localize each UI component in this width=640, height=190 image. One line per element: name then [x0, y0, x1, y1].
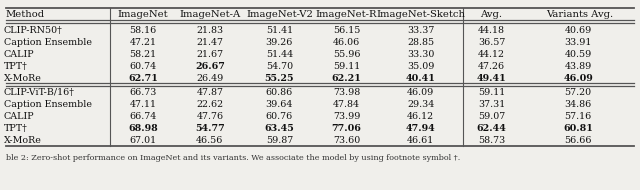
Text: 59.07: 59.07	[478, 112, 505, 121]
Text: 26.67: 26.67	[195, 62, 225, 71]
Text: 44.18: 44.18	[478, 26, 505, 35]
Text: 37.31: 37.31	[478, 100, 505, 109]
Text: 47.11: 47.11	[129, 100, 157, 109]
Text: 51.41: 51.41	[266, 26, 293, 35]
Text: 46.56: 46.56	[196, 136, 223, 145]
Text: 40.59: 40.59	[564, 50, 592, 59]
Text: 73.99: 73.99	[333, 112, 360, 121]
Text: ImageNet-V2: ImageNet-V2	[246, 10, 313, 19]
Text: 67.01: 67.01	[129, 136, 157, 145]
Text: ImageNet-A: ImageNet-A	[179, 10, 241, 19]
Text: 39.64: 39.64	[266, 100, 293, 109]
Text: 56.66: 56.66	[564, 136, 592, 145]
Text: CLIP-RN50†: CLIP-RN50†	[4, 26, 63, 35]
Text: 29.34: 29.34	[407, 100, 435, 109]
Text: 58.73: 58.73	[478, 136, 505, 145]
Text: 47.26: 47.26	[478, 62, 505, 71]
Text: 66.74: 66.74	[129, 112, 157, 121]
Text: 46.12: 46.12	[407, 112, 435, 121]
Text: 46.09: 46.09	[407, 88, 435, 97]
Text: 47.21: 47.21	[129, 38, 157, 47]
Text: 46.06: 46.06	[333, 38, 360, 47]
Text: 57.20: 57.20	[564, 88, 592, 97]
Text: 26.49: 26.49	[196, 74, 223, 83]
Text: 58.16: 58.16	[129, 26, 157, 35]
Text: Avg.: Avg.	[481, 10, 502, 19]
Text: 40.41: 40.41	[406, 74, 436, 83]
Text: 60.86: 60.86	[266, 88, 293, 97]
Text: 22.62: 22.62	[196, 100, 223, 109]
Text: 21.67: 21.67	[196, 50, 223, 59]
Text: 47.94: 47.94	[406, 124, 436, 133]
Text: 59.11: 59.11	[333, 62, 360, 71]
Text: 54.77: 54.77	[195, 124, 225, 133]
Text: 44.12: 44.12	[478, 50, 505, 59]
Text: Method: Method	[5, 10, 44, 19]
Text: 56.15: 56.15	[333, 26, 360, 35]
Text: 43.89: 43.89	[564, 62, 592, 71]
Text: CALIP: CALIP	[4, 50, 35, 59]
Text: 55.96: 55.96	[333, 50, 360, 59]
Text: 34.86: 34.86	[564, 100, 592, 109]
Text: X-MoRe: X-MoRe	[4, 136, 42, 145]
Text: 60.76: 60.76	[266, 112, 293, 121]
Text: 60.81: 60.81	[563, 124, 593, 133]
Text: 63.45: 63.45	[264, 124, 294, 133]
Text: 68.98: 68.98	[128, 124, 158, 133]
Text: 51.44: 51.44	[266, 50, 293, 59]
Text: 60.74: 60.74	[129, 62, 157, 71]
Text: TPT†: TPT†	[4, 124, 28, 133]
Text: Caption Ensemble: Caption Ensemble	[4, 38, 92, 47]
Text: 54.70: 54.70	[266, 62, 293, 71]
Text: 59.87: 59.87	[266, 136, 293, 145]
Text: 57.16: 57.16	[564, 112, 592, 121]
Text: 47.84: 47.84	[333, 100, 360, 109]
Text: 28.85: 28.85	[407, 38, 435, 47]
Text: 36.57: 36.57	[478, 38, 505, 47]
Text: ImageNet-Sketch: ImageNet-Sketch	[376, 10, 465, 19]
Text: 55.25: 55.25	[264, 74, 294, 83]
Text: 62.71: 62.71	[128, 74, 158, 83]
Text: 73.60: 73.60	[333, 136, 360, 145]
Text: ImageNet: ImageNet	[118, 10, 168, 19]
Text: 62.44: 62.44	[477, 124, 506, 133]
Text: 40.69: 40.69	[564, 26, 592, 35]
Text: 33.91: 33.91	[564, 38, 592, 47]
Text: CALIP: CALIP	[4, 112, 35, 121]
Text: 33.30: 33.30	[407, 50, 435, 59]
Text: 46.61: 46.61	[407, 136, 435, 145]
Text: 21.47: 21.47	[196, 38, 223, 47]
Text: 49.41: 49.41	[477, 74, 506, 83]
Text: 58.21: 58.21	[129, 50, 157, 59]
Text: CLIP-ViT-B/16†: CLIP-ViT-B/16†	[4, 88, 75, 97]
Text: ble 2: Zero-shot performance on ImageNet and its variants. We associate the mode: ble 2: Zero-shot performance on ImageNet…	[6, 154, 461, 162]
Text: 47.87: 47.87	[196, 88, 223, 97]
Text: 33.37: 33.37	[407, 26, 435, 35]
Text: ImageNet-R: ImageNet-R	[316, 10, 378, 19]
Text: X-MoRe: X-MoRe	[4, 74, 42, 83]
Text: Variants Avg.: Variants Avg.	[547, 10, 613, 19]
Text: 59.11: 59.11	[478, 88, 505, 97]
Text: 46.09: 46.09	[563, 74, 593, 83]
Text: 21.83: 21.83	[196, 26, 223, 35]
Text: 66.73: 66.73	[129, 88, 157, 97]
Text: 77.06: 77.06	[332, 124, 362, 133]
Text: 35.09: 35.09	[407, 62, 435, 71]
Text: 73.98: 73.98	[333, 88, 360, 97]
Text: 39.26: 39.26	[266, 38, 293, 47]
Text: 47.76: 47.76	[196, 112, 223, 121]
Text: Caption Ensemble: Caption Ensemble	[4, 100, 92, 109]
Text: 62.21: 62.21	[332, 74, 362, 83]
Text: TPT†: TPT†	[4, 62, 28, 71]
